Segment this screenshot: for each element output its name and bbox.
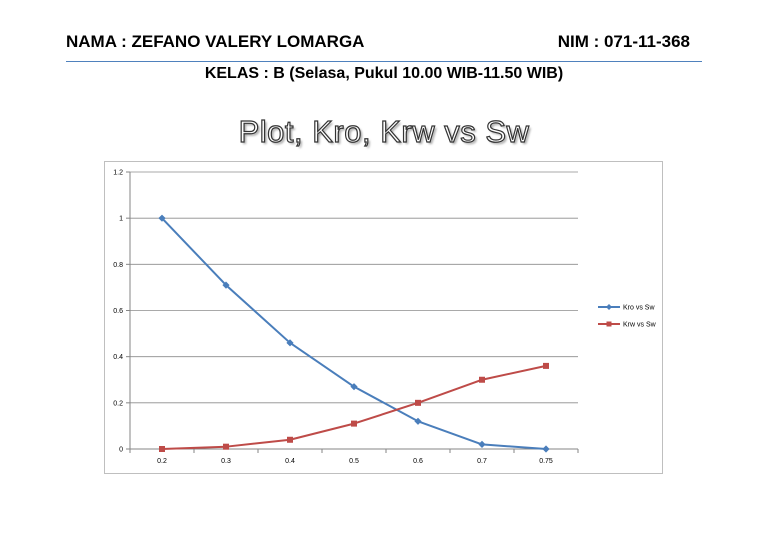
class-info: KELAS : B (Selasa, Pukul 10.00 WIB-11.50…	[204, 65, 564, 82]
chart-area: 0 0.2 0.4 0.6 0.8 1 1.2 0.2 0.3 0.4 0.5 0.6 0.7 0.75 …	[104, 161, 663, 474]
data-point-krw	[479, 376, 485, 383]
data-point-krw	[543, 362, 549, 369]
x-tick-label: 0.4	[285, 458, 295, 465]
data-point-krw	[159, 446, 165, 452]
y-tick-label: 0.4	[113, 354, 123, 361]
student-name: NAMA : ZEFANO VALERY LOMARGA	[66, 32, 365, 51]
x-tick-label: 0.75	[539, 458, 553, 465]
y-tick-label: 1	[119, 216, 123, 223]
data-point-kro	[542, 445, 550, 453]
data-point-krw	[223, 443, 229, 450]
legend-marker	[606, 321, 612, 327]
y-tick-label: 0.8	[113, 262, 123, 269]
data-point-kro	[414, 417, 422, 425]
header-divider	[66, 61, 702, 62]
x-tick-label: 0.3	[221, 458, 231, 465]
legend-label: Krw vs Sw	[623, 322, 657, 329]
chart-frame	[104, 161, 663, 474]
data-point-kro	[158, 214, 166, 222]
x-tick-label: 0.2	[157, 458, 167, 465]
legend-label: Kro vs Sw	[623, 305, 655, 312]
legend-marker	[606, 304, 612, 310]
x-tick-label: 0.5	[349, 458, 359, 465]
chart-title: Plot, Kro, Krw vs Sw	[238, 113, 530, 149]
data-point-kro	[222, 281, 230, 289]
x-tick-label: 0.6	[413, 458, 423, 465]
line-chart: 00.20.40.60.811.20.2 0.3 0.4 0.5 0.6 0.7 0.75 …	[104, 161, 663, 474]
data-point-kro	[350, 383, 358, 391]
y-tick-label: 0.6	[113, 308, 123, 315]
data-point-kro	[478, 440, 486, 448]
x-tick-label: 0.7	[477, 458, 487, 465]
y-tick-label: 0.2	[113, 400, 123, 407]
data-point-krw	[287, 436, 293, 443]
y-tick-label: 1.2	[113, 170, 123, 177]
data-point-krw	[415, 399, 421, 406]
student-nim: NIM : 071-11-368	[557, 32, 690, 51]
data-point-krw	[351, 420, 357, 427]
y-tick-label: 0	[119, 447, 123, 454]
data-point-kro	[286, 339, 294, 347]
